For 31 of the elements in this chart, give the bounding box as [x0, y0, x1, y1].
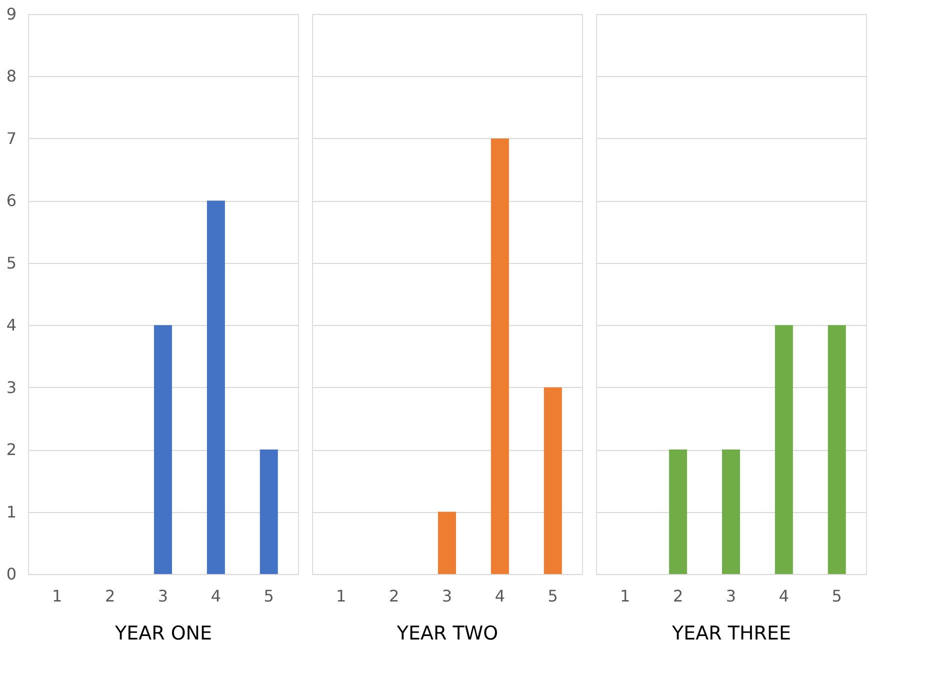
x-tick-label: 2	[672, 586, 684, 606]
y-tick-label: 4	[6, 316, 16, 335]
y-tick-label: 5	[6, 253, 16, 272]
x-tick-label: 2	[388, 586, 400, 606]
bar	[154, 325, 172, 574]
y-tick-label: 2	[6, 440, 16, 460]
x-axis-title: YEAR ONE	[114, 622, 212, 644]
x-tick-label: 3	[158, 586, 168, 606]
bar	[206, 200, 225, 574]
x-tick-label: 5	[264, 586, 274, 606]
y-tick-label: 6	[6, 191, 16, 210]
x-tick-label: 5	[548, 586, 558, 606]
x-tick-label: 4	[494, 586, 506, 606]
x-tick-label: 4	[210, 586, 222, 606]
y-tick-label: 9	[6, 4, 16, 24]
x-axis-title: YEAR TWO	[396, 622, 498, 644]
x-tick-label: 3	[442, 586, 452, 606]
x-tick-label: 4	[778, 586, 790, 606]
x-tick-label: 1	[336, 586, 346, 606]
x-axis-title: YEAR THREE	[671, 622, 791, 644]
x-tick-label: 3	[726, 586, 736, 606]
y-tick-label: 1	[6, 502, 16, 522]
x-tick-label: 1	[52, 586, 62, 606]
y-tick-label: 3	[6, 378, 16, 397]
x-tick-label: 5	[832, 586, 842, 606]
y-tick-label: 7	[6, 128, 16, 148]
x-tick-label: 1	[620, 586, 630, 606]
y-tick-label: 0	[6, 564, 16, 584]
y-tick-label: 8	[6, 66, 16, 86]
x-tick-label: 2	[104, 586, 116, 606]
bar	[260, 450, 278, 574]
